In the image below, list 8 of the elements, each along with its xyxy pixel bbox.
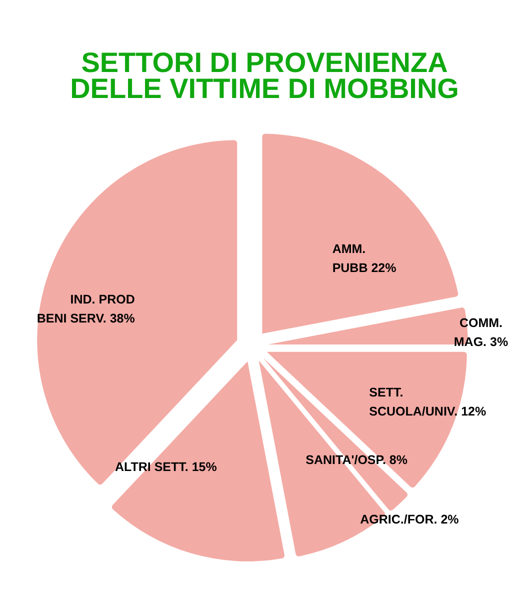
slice-label: IND. PROD BENI SERV. 38%: [36, 292, 135, 326]
slice-label: SANITA'/OSP. 8%: [306, 453, 408, 468]
slice-label: ALTRI SETT. 15%: [114, 460, 217, 474]
slice-label: COMM. MAG. 3%: [454, 316, 508, 349]
chart-title: SETTORI DI PROVENIENZA DELLE VITTIME DI MOBBING: [70, 47, 459, 104]
slice-label: AMM. PUBB 22%: [332, 242, 396, 275]
slice-label: AGRIC./FOR. 2%: [360, 512, 459, 526]
slice-label: SETT. SCUOLA/UNIV. 12%: [369, 385, 486, 418]
